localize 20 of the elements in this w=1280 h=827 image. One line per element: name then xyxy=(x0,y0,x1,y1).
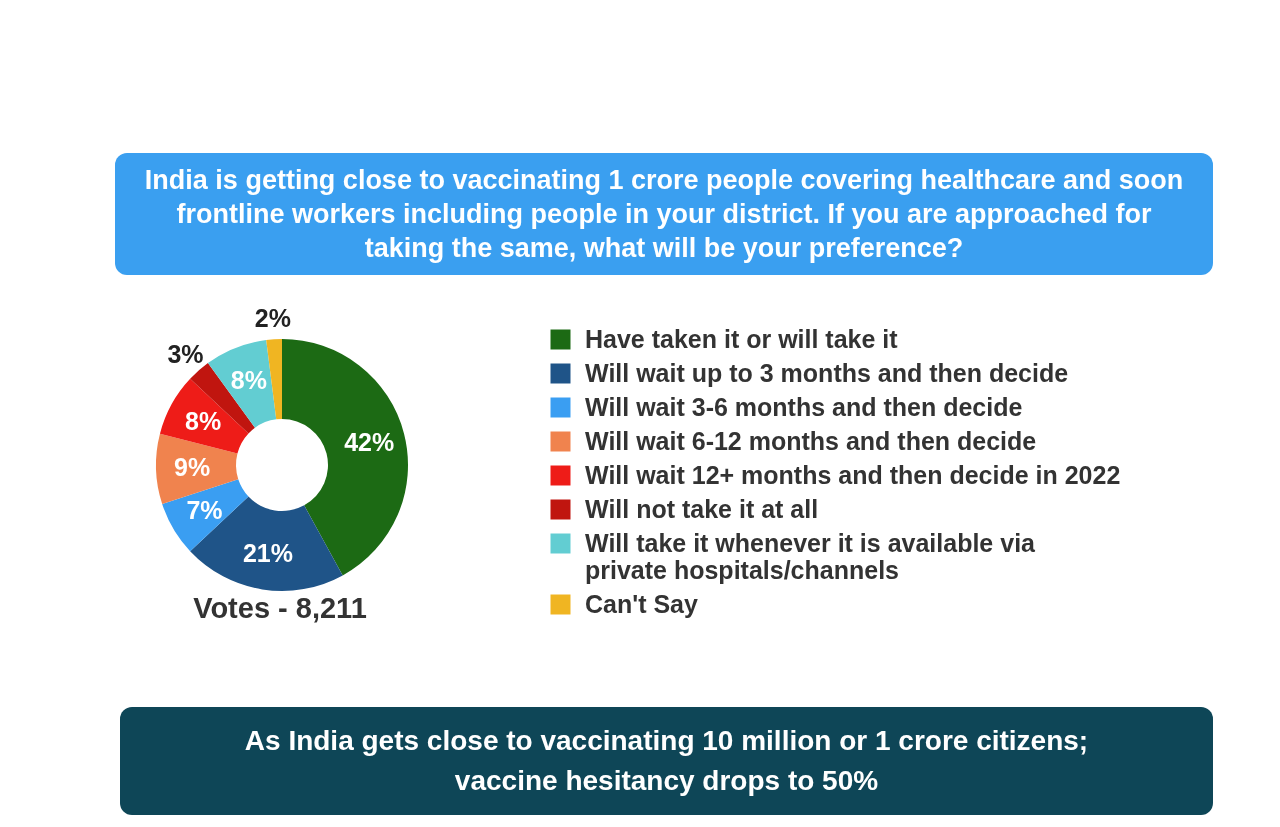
legend-label: Can't Say xyxy=(585,589,699,618)
text: Votes - 8,211 xyxy=(192,592,368,625)
data-label: 3% xyxy=(167,340,204,369)
data-label: 7% xyxy=(186,495,223,524)
legend-label: Will not take it at all xyxy=(585,494,819,523)
legend-label: Will wait 6-12 months and then decide xyxy=(585,426,1037,455)
data-label: 8% xyxy=(185,406,222,435)
legend-label: Will take it whenever it is available via private hospitals/channels xyxy=(585,528,1037,584)
data-label: 8% xyxy=(230,366,267,395)
legend-label: Will wait 12+ months and then decide in 2022 xyxy=(585,460,1121,489)
data-label: 2% xyxy=(254,304,291,333)
data-label: 9% xyxy=(173,452,211,481)
data-label: 42% xyxy=(344,427,395,456)
data-label: 21% xyxy=(242,538,293,567)
donut-slice xyxy=(266,339,282,420)
legend-label: Will wait up to 3 months and then decide xyxy=(585,358,1069,387)
legend-label: Have taken it or will take it xyxy=(585,324,899,353)
text: As India gets close to vaccinating 10 million or 1 crore citizens; vaccine hesitancy drops to 50% xyxy=(120,707,1213,815)
legend-label: Will wait 3-6 months and then decide xyxy=(585,392,1023,421)
chart-title: India is getting close to vaccinating 1 crore people covering healthcare and soon frontline workers including people in your district. If you are approached for taking the same, what will be your preference? xyxy=(115,153,1213,275)
